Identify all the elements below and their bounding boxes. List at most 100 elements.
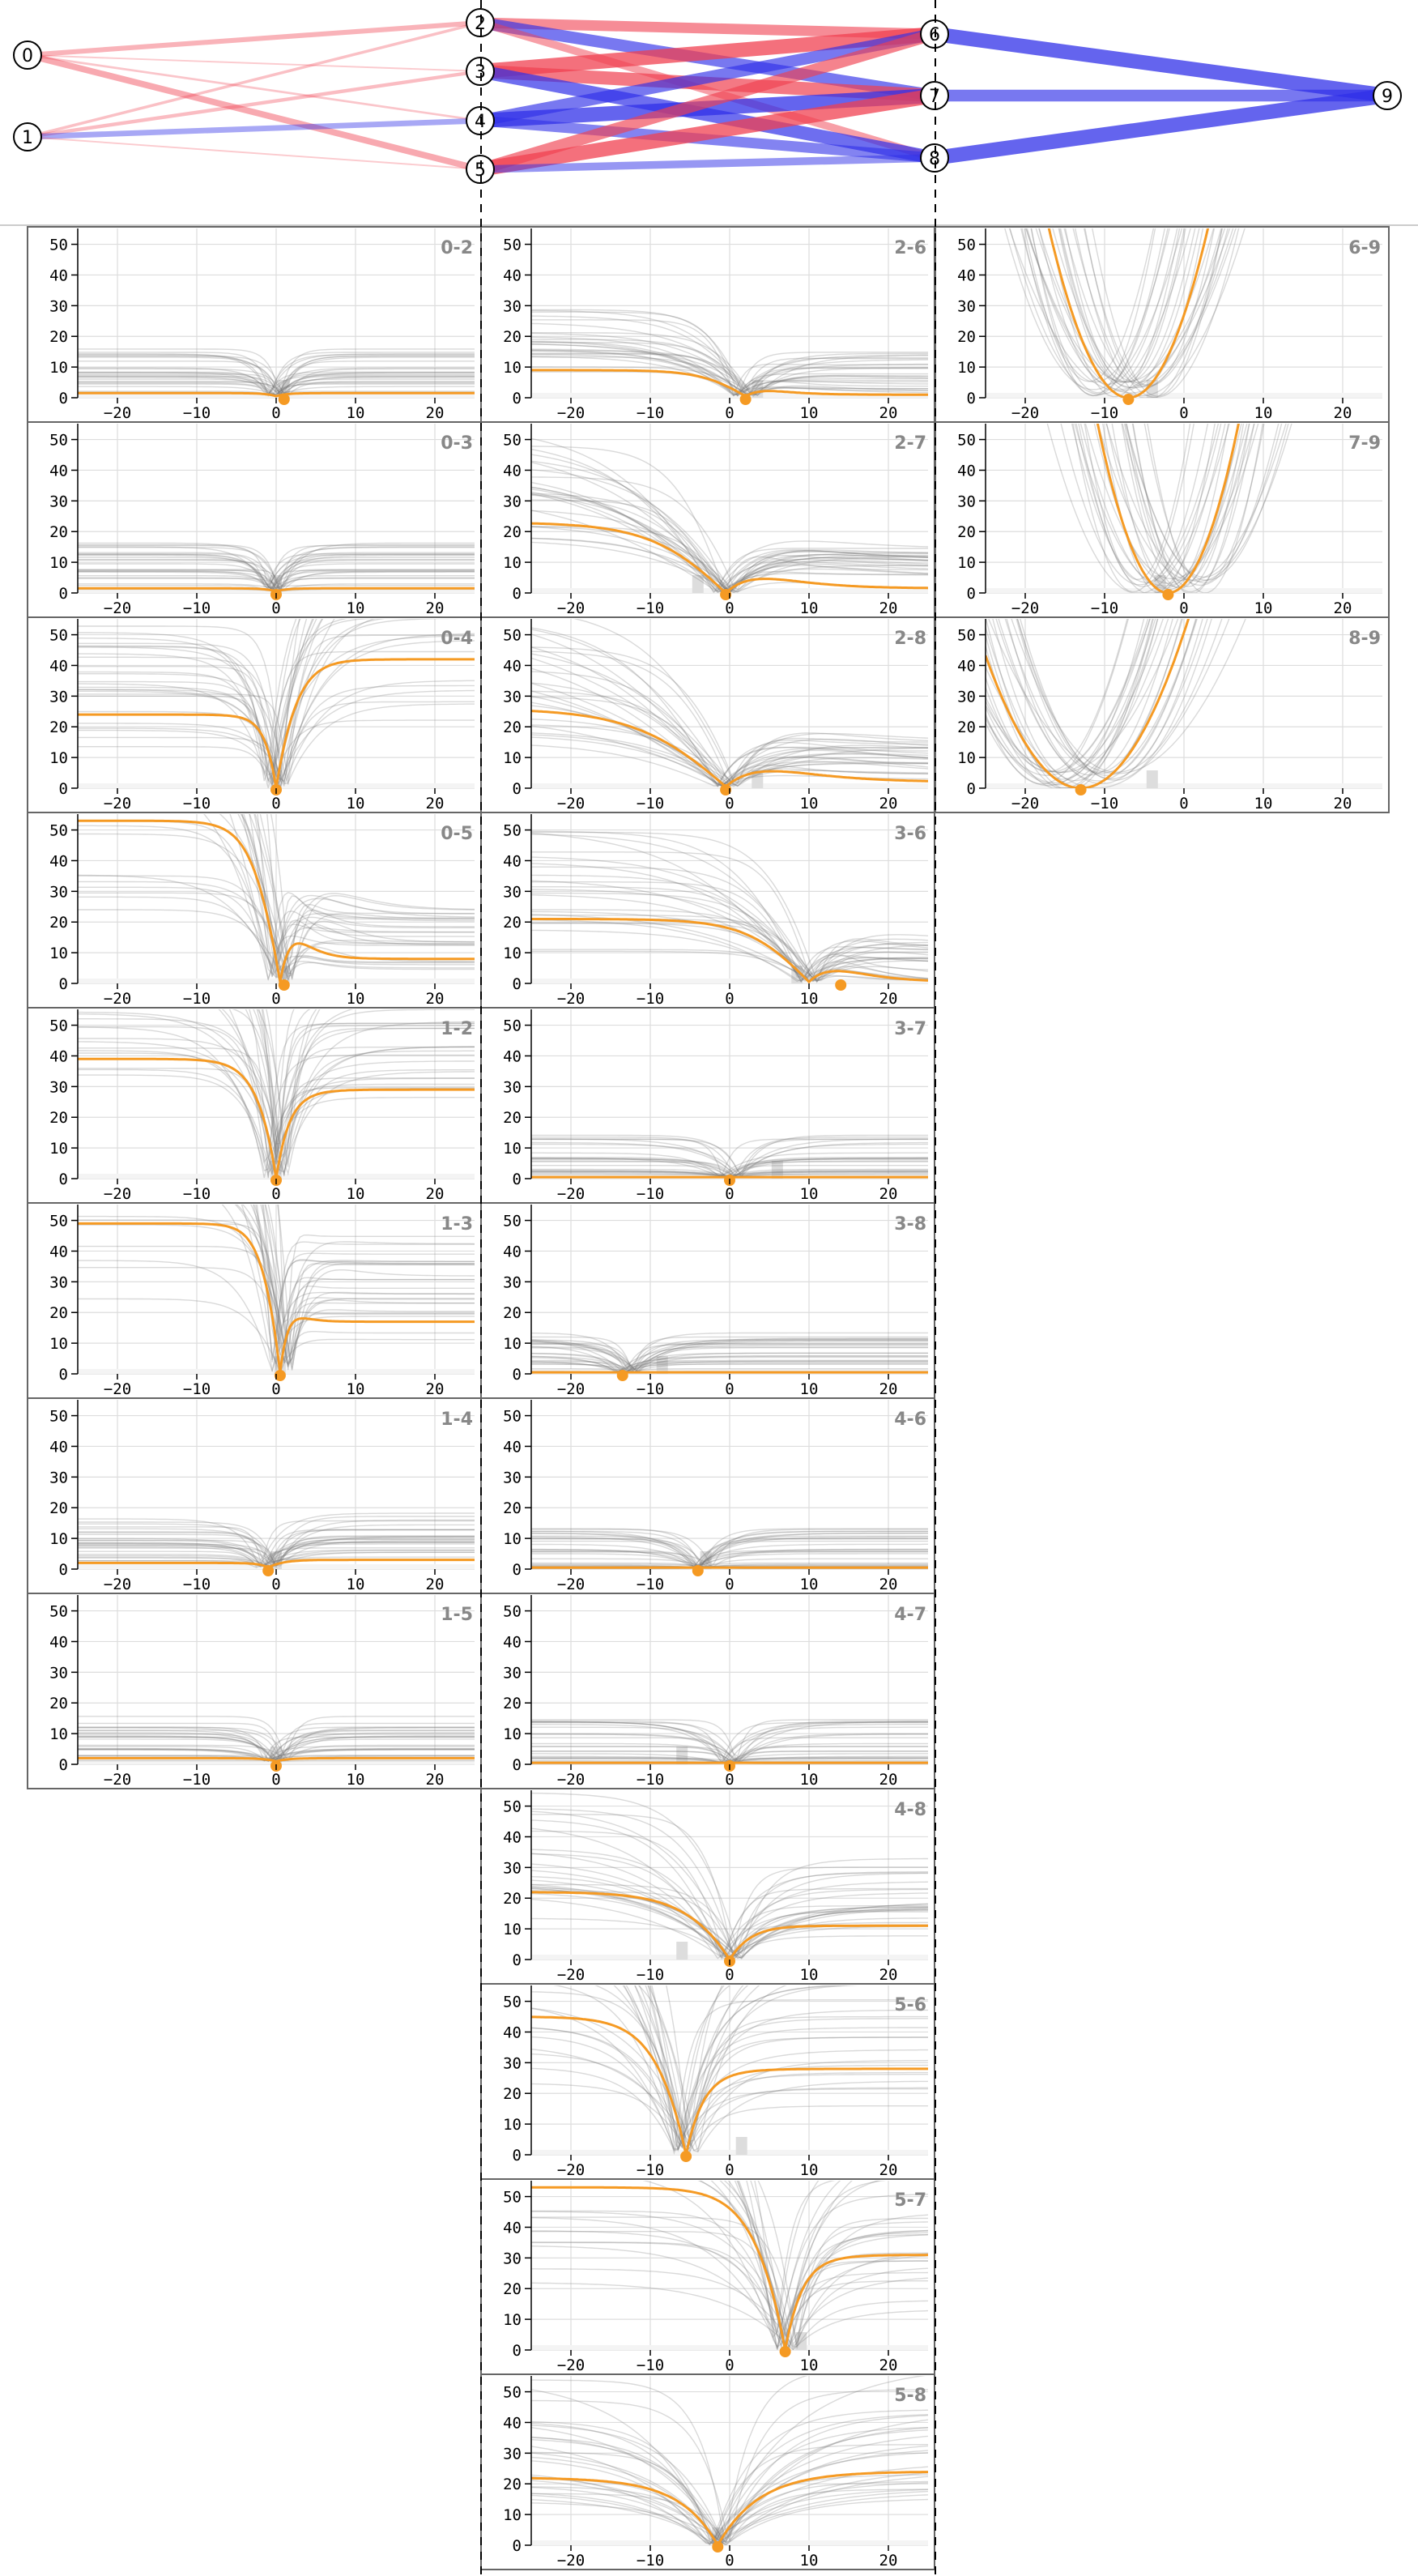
minimum-marker	[262, 1565, 275, 1576]
sample-curve	[1052, 228, 1222, 383]
y-tick-label: 40	[503, 2414, 522, 2432]
minimum-marker	[274, 1370, 286, 1381]
highlight-curve	[531, 2186, 928, 2350]
x-tick-label: 0	[271, 1380, 280, 1398]
panel-bottom-strip	[78, 979, 475, 983]
x-tick-label: −10	[637, 1380, 664, 1398]
sample-curve	[1084, 424, 1191, 581]
sample-curve	[78, 1520, 475, 1563]
y-tick-label: 50	[503, 1603, 522, 1621]
panel-5-8: 0 10 20 30 40 50 −20 −10 0 10 20 5-8	[480, 2373, 935, 2570]
sample-curve	[531, 341, 928, 395]
sample-curve	[78, 1013, 475, 1171]
sample-curve	[78, 377, 475, 396]
sample-curve	[531, 1726, 928, 1762]
sample-curve	[531, 1138, 928, 1177]
minimum-marker	[278, 394, 290, 405]
edge-2-8	[479, 19, 936, 162]
minimum-marker	[712, 2541, 724, 2553]
x-tick-label: −10	[637, 1771, 664, 1789]
y-tick-label: 50	[957, 627, 976, 645]
y-tick-label: 30	[503, 297, 522, 315]
sample-curve	[531, 2231, 928, 2348]
y-tick-label: 30	[503, 2445, 522, 2463]
sample-curve	[78, 557, 475, 588]
sample-curve	[78, 1050, 475, 1179]
x-tick-label: 0	[725, 1185, 734, 1203]
sample-curve	[531, 332, 928, 394]
sample-curve	[531, 1532, 928, 1567]
sample-curve	[531, 336, 928, 396]
edge-5-7	[479, 88, 936, 177]
sample-curve	[531, 366, 928, 396]
y-tick-label: 10	[49, 1140, 68, 1158]
y-tick-label: 40	[49, 1438, 68, 1456]
y-tick-label: 0	[513, 780, 522, 798]
y-tick-label: 10	[503, 945, 522, 962]
edge-4-6	[479, 28, 936, 127]
sample-curve	[531, 342, 928, 394]
y-tick-label: 30	[957, 688, 976, 706]
sample-curve	[1006, 619, 1173, 776]
panel-bottom-strip	[531, 2540, 928, 2545]
sample-curve	[531, 1529, 928, 1565]
x-tick-label: 10	[800, 1771, 819, 1789]
sample-curve	[992, 619, 1159, 782]
edge-4-7	[479, 88, 935, 128]
sample-curve	[78, 619, 323, 783]
sample-curve	[531, 2389, 928, 2543]
sample-curve	[531, 339, 928, 395]
panel-label: 1-5	[441, 1605, 473, 1625]
sample-curve	[531, 2268, 928, 2348]
y-tick-label: 20	[503, 719, 522, 736]
sample-curve	[1059, 228, 1196, 383]
sample-curve	[78, 635, 475, 788]
sample-curve	[78, 1542, 475, 1569]
sample-curve	[1004, 228, 1183, 390]
sample-curve	[531, 343, 928, 396]
sample-curve	[531, 2048, 928, 2153]
sample-curve	[78, 570, 475, 591]
sample-curve	[986, 619, 1149, 773]
y-tick-label: 0	[59, 585, 68, 603]
sample-curve	[78, 619, 467, 781]
sample-curve	[531, 1346, 928, 1371]
x-tick-label: 20	[879, 1966, 898, 1984]
sample-curve	[241, 814, 475, 974]
x-tick-label: 20	[426, 599, 445, 617]
y-tick-label: 30	[957, 297, 976, 315]
x-tick-label: 0	[271, 1576, 280, 1593]
sample-curve	[1025, 228, 1237, 394]
sample-curve	[986, 619, 1179, 774]
x-tick-label: −20	[557, 990, 585, 1008]
sample-curve	[236, 1205, 475, 1361]
node-label: 5	[475, 160, 486, 181]
sample-curve	[78, 1529, 475, 1569]
sample-curve	[531, 1548, 928, 1568]
panel-band	[700, 1551, 712, 1569]
sample-curve	[257, 814, 475, 966]
x-tick-label: 0	[725, 1380, 734, 1398]
sample-curve	[78, 1747, 475, 1762]
sample-curve	[78, 1038, 475, 1176]
sample-curve	[531, 1158, 928, 1177]
panel-1-5: 0 10 20 30 40 50 −20 −10 0 10 20 1-5	[27, 1593, 482, 1789]
sample-curve	[1122, 424, 1280, 586]
sample-curve	[531, 454, 928, 593]
x-tick-label: 0	[271, 1771, 280, 1789]
sample-curve	[78, 1744, 475, 1761]
x-tick-label: 20	[1334, 795, 1352, 812]
sample-curve	[78, 619, 297, 776]
y-tick-label: 0	[59, 1366, 68, 1384]
sample-curve	[531, 2230, 928, 2350]
sample-curve	[531, 2427, 928, 2544]
sample-curve	[78, 1542, 475, 1568]
sample-curve	[531, 1875, 928, 1960]
sample-curve	[531, 1549, 928, 1567]
panel-5-7: 0 10 20 30 40 50 −20 −10 0 10 20 5-7	[480, 2178, 935, 2375]
minimum-marker	[1122, 394, 1135, 405]
sample-curve	[531, 1733, 928, 1764]
sample-curve	[1072, 228, 1240, 398]
sample-curve	[531, 881, 928, 978]
panel-label: 1-3	[441, 1214, 473, 1235]
